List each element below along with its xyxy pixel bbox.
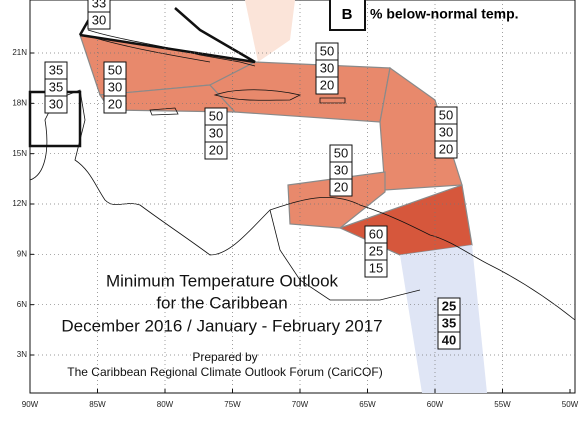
prob-value: 50	[439, 107, 453, 122]
prob-cell	[364, 259, 388, 278]
probability-boxes: 33 30 35 35 30 50 30 20 50 30 20 50 30 20 50 30 20 50 30 20…	[44, 0, 461, 350]
prob-value: 35	[442, 315, 456, 330]
prob-cell	[103, 95, 127, 114]
prob-cell	[87, 11, 111, 30]
prob-value: 30	[49, 96, 63, 111]
title: December 2016 / January - February 2017	[61, 316, 382, 335]
legend-box	[329, 0, 366, 31]
prob-value: 30	[320, 60, 334, 75]
y-axis-label: 18N	[12, 98, 27, 107]
prob-cell	[204, 141, 228, 160]
region-shade	[245, 0, 295, 62]
prob-cell	[329, 178, 353, 197]
credit: Prepared by	[192, 350, 257, 364]
x-axis-label: 55W	[494, 400, 511, 409]
x-axis-label: 70W	[292, 400, 309, 409]
prob-value: 40	[442, 332, 456, 347]
legend-symbol: B	[342, 6, 353, 23]
prob-value: 50	[320, 43, 334, 58]
x-axis-label: 65W	[359, 400, 376, 409]
prob-value: 50	[334, 145, 348, 160]
prob-value: 30	[334, 162, 348, 177]
y-axis-label: 9N	[17, 249, 27, 258]
coastlines	[29, 29, 576, 321]
prob-value: 20	[209, 142, 223, 157]
prob-value: 25	[369, 243, 383, 258]
y-axis-label: 21N	[12, 48, 27, 57]
x-axis-label: 80W	[157, 400, 174, 409]
prob-value: 35	[49, 79, 63, 94]
coastline	[269, 209, 421, 301]
prob-value: 50	[209, 108, 223, 123]
prob-value: 50	[108, 62, 122, 77]
prob-value: 33	[92, 0, 106, 10]
prob-cell	[315, 76, 339, 95]
coastline	[213, 89, 302, 101]
title: Minimum Temperature Outlook	[106, 271, 339, 290]
coastline	[319, 97, 346, 104]
prob-value: 20	[108, 96, 122, 111]
prob-value: 20	[439, 141, 453, 156]
y-axis-label: 15N	[12, 149, 27, 158]
grid: 90W 85W 80W 75W 70W 65W 60W 55W 50W 21N 18N 15N 12N 9…	[12, 0, 579, 409]
coastline	[87, 29, 256, 67]
prob-value: 30	[439, 124, 453, 139]
prob-cell	[434, 140, 458, 159]
prob-value: 20	[334, 179, 348, 194]
prob-value: 15	[369, 260, 383, 275]
x-axis-label: 85W	[89, 400, 106, 409]
legend-label: % below-normal temp.	[370, 6, 519, 22]
coastline	[29, 89, 576, 321]
title: for the Caribbean	[156, 293, 287, 312]
x-axis-label: 90W	[22, 400, 39, 409]
x-axis-label: 50W	[562, 400, 579, 409]
y-axis-label: 12N	[12, 199, 27, 208]
prob-value: 20	[320, 77, 334, 92]
region-shade	[379, 66, 463, 191]
y-axis-label: 3N	[17, 350, 27, 359]
x-axis-label: 60W	[427, 400, 444, 409]
coastline	[149, 107, 179, 116]
prob-value: 35	[49, 62, 63, 77]
prob-value: 60	[369, 226, 383, 241]
prob-cell	[437, 331, 461, 350]
prob-value: 30	[92, 12, 106, 27]
x-axis-label: 75W	[224, 400, 241, 409]
prob-cell	[44, 95, 68, 114]
prob-value: 30	[108, 79, 122, 94]
credit: The Caribbean Regional Climate Outlook F…	[67, 365, 382, 379]
y-axis-label: 6N	[17, 300, 27, 309]
region-outline	[79, 7, 256, 64]
region-shade	[287, 171, 386, 229]
prob-value: 30	[209, 125, 223, 140]
prob-value: 25	[442, 298, 456, 313]
